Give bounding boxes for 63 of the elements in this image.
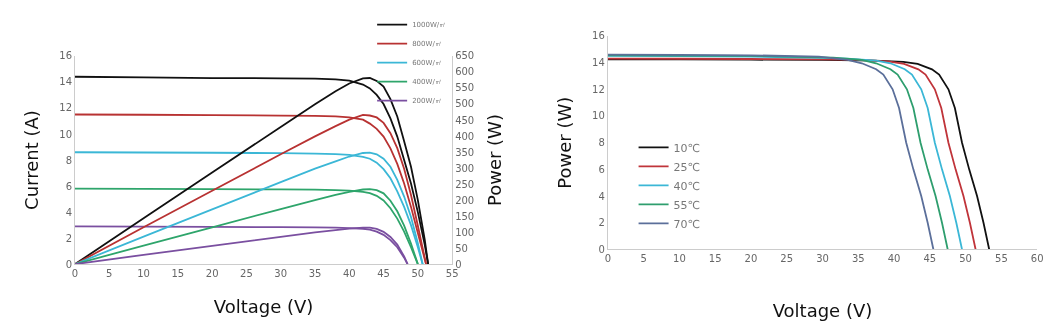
y-tick-label: 8 [65,154,72,166]
y2-tick-label: 400 [455,130,475,142]
x-tick-label: 35 [308,268,322,280]
y-tick-label: 12 [592,83,605,95]
x-tick-label: 50 [411,268,425,280]
x-tick-label: 50 [959,253,972,265]
y-tick-label: 16 [592,30,605,42]
y2-tick-label: 450 [455,114,475,126]
y-tick-label: 16 [59,50,72,62]
y-tick-label: 4 [65,206,72,218]
y-tick-label: 12 [59,102,72,114]
y2-tick-label: 100 [455,226,475,238]
x-tick-label: 20 [744,253,758,265]
y-tick-label: 0 [598,243,605,255]
y2-tick-label: 200 [455,194,475,206]
legend-label: 70℃ [673,217,700,231]
y2-tick-label: 350 [455,146,475,158]
y-axis-title: Current (A) [21,110,43,210]
legend-label: 25℃ [673,160,700,174]
y2-tick-label: 550 [455,82,475,94]
y2-tick-label: 300 [455,162,475,174]
x-tick-label: 55 [995,253,1008,265]
x-tick-label: 5 [106,268,113,280]
x-axis-title: Voltage (V) [772,299,873,321]
y-tick-label: 10 [592,110,605,122]
y-tick-label: 14 [592,57,605,69]
x-tick-label: 40 [887,253,901,265]
x-axis-title: Voltage (V) [213,296,314,318]
x-tick-label: 35 [851,253,865,265]
x-tick-label: 10 [137,268,150,280]
x-tick-label: 15 [171,268,185,280]
legend-label: 55℃ [673,198,700,212]
x-tick-label: 20 [205,268,219,280]
y2-axis-title: Power (W) [484,114,506,207]
legend-label: 40℃ [673,179,700,193]
y-tick-label: 14 [59,76,72,88]
y-axis-title: Power (W) [554,96,576,189]
y-tick-label: 4 [598,190,605,202]
y2-tick-label: 600 [455,66,475,78]
y-tick-label: 6 [65,180,72,192]
x-tick-label: 25 [780,253,794,265]
y-tick-label: 2 [65,232,72,244]
x-tick-label: 5 [640,253,647,265]
x-tick-label: 45 [923,253,937,265]
x-tick-label: 30 [816,253,829,265]
x-tick-label: 45 [377,268,390,280]
x-tick-label: 40 [342,268,356,280]
y-tick-label: 8 [598,137,605,149]
x-tick-label: 15 [708,253,722,265]
x-tick-label: 25 [240,268,253,280]
y-tick-label: 10 [59,128,72,140]
y2-tick-label: 150 [455,210,475,222]
y-tick-label: 6 [598,163,605,175]
y2-tick-label: 500 [455,98,475,110]
y-tick-label: 2 [598,217,605,229]
x-tick-label: 60 [1030,253,1044,265]
x-tick-label: 55 [445,268,459,280]
y2-tick-label: 650 [455,50,475,62]
x-tick-label: 10 [673,253,686,265]
y2-tick-label: 50 [455,242,468,254]
y2-tick-label: 250 [455,178,475,190]
legend-label: 10℃ [673,141,700,155]
x-tick-label: 30 [274,268,288,280]
